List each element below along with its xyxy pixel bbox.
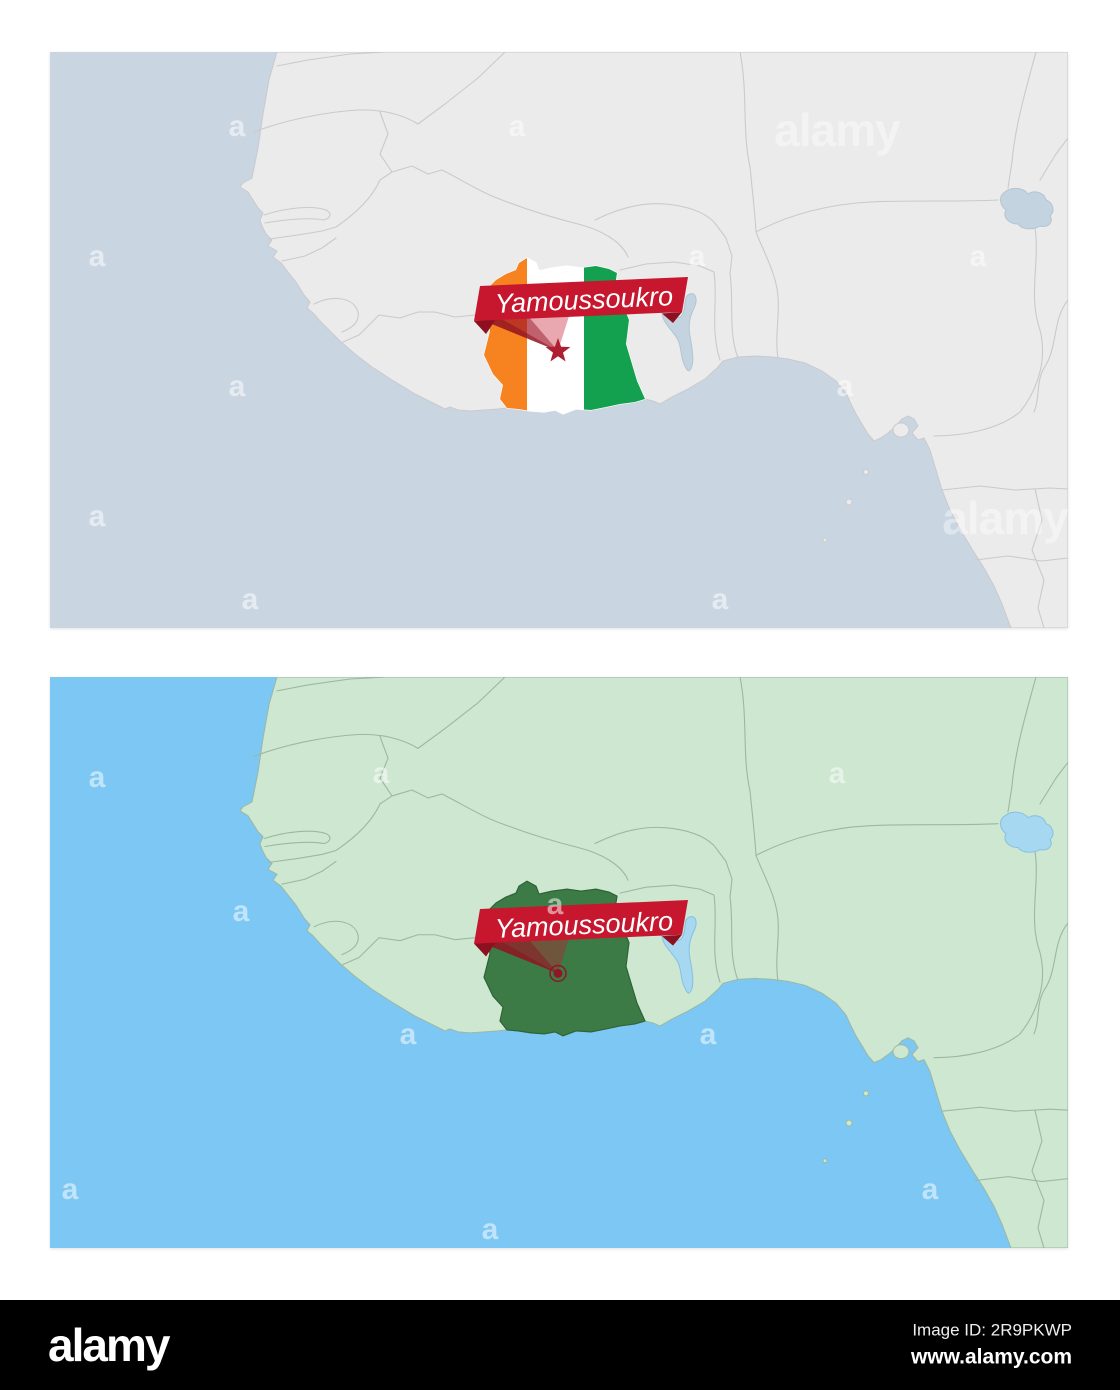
map-panel-green-style: Yamoussoukro a a a a a a a a a a [50,677,1068,1248]
west-africa-map-green [50,677,1068,1248]
image-id-text: Image ID: 2R9PKWP [912,1320,1072,1340]
west-africa-map-light [50,52,1068,628]
map-panel-flag-style: Yamoussoukro a a alamy a a a a a a alamy… [50,52,1068,628]
alamy-footer-bar: alamy Image ID: 2R9PKWP www.alamy.com [0,1300,1120,1390]
alamy-url-text: www.alamy.com [910,1345,1072,1369]
alamy-logo: alamy [48,1319,170,1371]
footer-info: Image ID: 2R9PKWP www.alamy.com [911,1321,1072,1370]
